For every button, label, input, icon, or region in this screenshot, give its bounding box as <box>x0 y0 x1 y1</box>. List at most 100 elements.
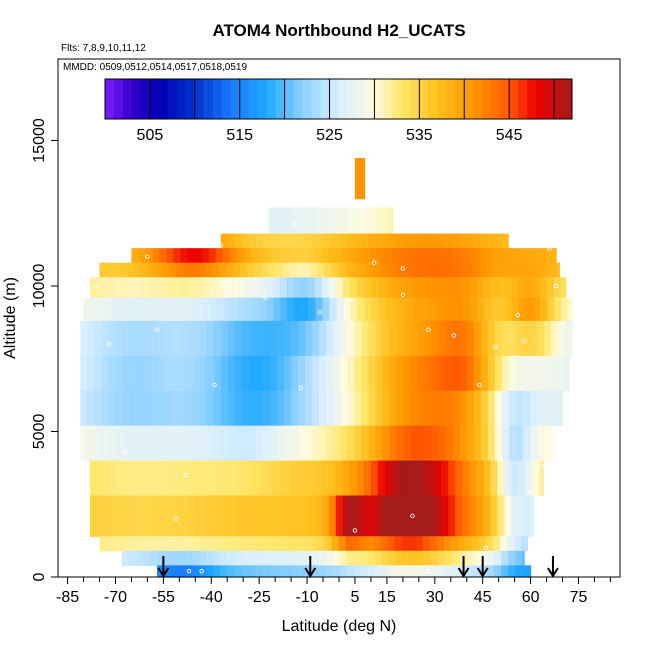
heatmap-cell <box>135 550 144 566</box>
heatmap-cell <box>156 550 165 566</box>
x-axis-label: Latitude (deg N) <box>282 618 397 635</box>
heatmap-cell <box>248 233 257 252</box>
heatmap-cell <box>434 277 442 299</box>
colorbar-swatch <box>194 79 205 119</box>
heatmap-cell <box>483 495 491 537</box>
heatmap-cell <box>469 277 477 299</box>
heatmap-cell <box>560 277 567 299</box>
heatmap-cell <box>164 320 173 357</box>
heatmap-cell <box>388 550 397 566</box>
heatmap-cell <box>377 277 386 299</box>
heatmap-cell <box>185 320 194 357</box>
heatmap-cell <box>531 248 540 264</box>
heatmap-cell <box>129 390 138 427</box>
heatmap-cell <box>248 550 256 566</box>
heatmap-cell <box>108 425 117 462</box>
heatmap-cell <box>513 536 522 552</box>
sample-point <box>199 568 204 574</box>
heatmap-cell <box>146 277 154 299</box>
colorbar-swatch <box>329 79 339 119</box>
x-tick-label: -40 <box>200 589 223 606</box>
heatmap-cell <box>312 390 320 427</box>
heatmap-cell <box>403 320 412 357</box>
heatmap-cell <box>307 248 315 264</box>
heatmap-cell <box>230 495 239 537</box>
heatmap-cell <box>136 320 145 357</box>
heatmap-cell <box>241 355 250 392</box>
heatmap-cell <box>255 565 263 578</box>
heatmap-cell <box>326 355 334 392</box>
heatmap-cell <box>312 320 320 357</box>
heatmap-cell <box>298 233 306 252</box>
heatmap-cell <box>277 233 285 252</box>
sample-point <box>426 327 431 332</box>
heatmap-cell <box>108 320 117 357</box>
heatmap-cell <box>396 320 405 357</box>
colorbar-swatch <box>131 79 142 119</box>
heatmap-cell <box>181 277 189 299</box>
heatmap-cell <box>473 565 481 578</box>
heatmap-cell <box>417 355 426 392</box>
heatmap-cell <box>206 320 215 357</box>
heatmap-cell <box>157 390 166 427</box>
heatmap-cell <box>441 277 449 299</box>
heatmap-cell <box>505 297 513 322</box>
heatmap-cell <box>528 262 536 278</box>
heatmap-cell <box>466 390 475 427</box>
heatmap-cell <box>286 495 295 537</box>
sample-point <box>528 490 533 495</box>
heatmap-cell <box>263 355 271 392</box>
heatmap-cell <box>353 565 362 578</box>
heatmap-cell <box>248 355 257 392</box>
heatmap-cell <box>284 355 292 392</box>
heatmap-cell <box>270 320 278 357</box>
heatmap-cell <box>269 550 278 566</box>
heatmap-cell <box>511 460 520 497</box>
heatmap-cell <box>354 355 362 392</box>
heatmap-cell <box>150 355 159 392</box>
heatmap-cell <box>303 536 311 552</box>
heatmap-cell <box>529 425 538 462</box>
heatmap-cell <box>347 390 355 427</box>
heatmap-cell <box>128 550 137 566</box>
heatmap-cell <box>399 277 407 299</box>
sample-point <box>173 516 179 522</box>
sample-point <box>493 344 498 350</box>
heatmap-cell <box>262 565 270 578</box>
heatmap-cell <box>387 536 396 552</box>
heatmap-cell <box>353 207 361 238</box>
heatmap-cell <box>359 262 368 278</box>
heatmap-cell <box>491 297 499 322</box>
heatmap-cell <box>466 550 474 566</box>
heatmap-row <box>354 157 366 200</box>
heatmap-cell <box>361 355 369 392</box>
heatmap-cell <box>247 536 255 552</box>
heatmap-cell <box>340 390 348 427</box>
heatmap-cell <box>368 425 377 462</box>
heatmap-cell <box>438 425 447 462</box>
heatmap-cell <box>282 536 290 552</box>
heatmap-cell <box>410 233 419 252</box>
heatmap-cell <box>448 297 457 322</box>
heatmap-cell <box>150 320 159 357</box>
heatmap-cell <box>305 320 313 357</box>
heatmap-cell <box>164 355 173 392</box>
heatmap-cell <box>326 233 334 252</box>
heatmap-cell <box>190 262 199 278</box>
heatmap-cell <box>544 320 552 357</box>
heatmap-cell <box>487 355 496 392</box>
heatmap-cell <box>268 262 276 278</box>
heatmap-cell <box>245 297 253 322</box>
heatmap-cell <box>420 297 429 322</box>
heatmap-cell <box>296 262 304 278</box>
heatmap-cell <box>236 248 245 264</box>
heatmap-cell <box>480 565 488 578</box>
heatmap-cell <box>279 460 288 497</box>
heatmap-cell <box>270 355 278 392</box>
heatmap-cell <box>349 248 357 264</box>
heatmap-cell <box>324 536 332 552</box>
heatmap-cell <box>234 320 243 357</box>
heatmap-cell <box>359 536 368 552</box>
heatmap-cell <box>389 390 398 427</box>
sample-point <box>400 266 406 271</box>
